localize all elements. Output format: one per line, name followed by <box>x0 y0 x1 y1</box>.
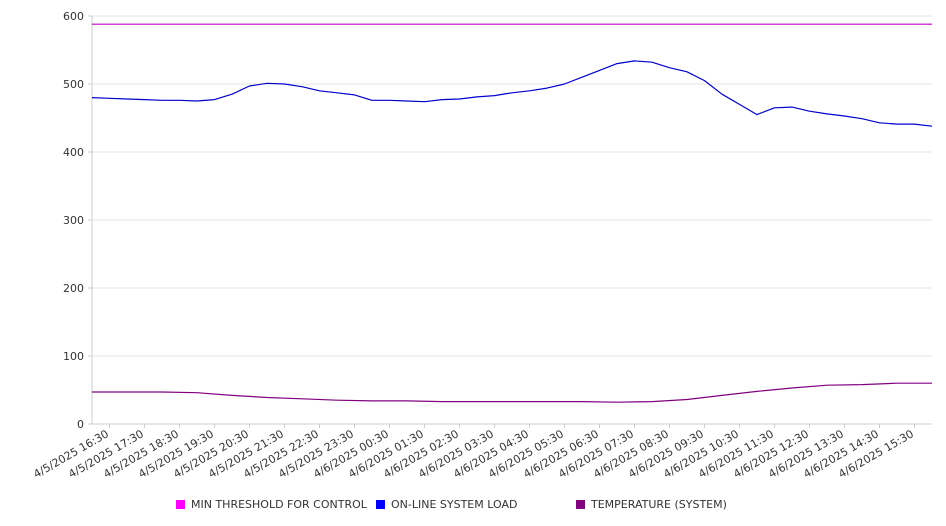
grid-lines <box>92 15 932 357</box>
y-tick-label: 100 <box>63 350 84 363</box>
y-tick-label: 0 <box>77 418 84 431</box>
legend-item-min-threshold: MIN THRESHOLD FOR CONTROL <box>176 498 367 511</box>
y-tick-labels: 0 100 200 300 400 500 600 <box>63 10 92 431</box>
y-tick-label: 200 <box>63 282 84 295</box>
series-line-temperature <box>92 382 932 403</box>
legend-item-system-load: ON-LINE SYSTEM LOAD <box>376 498 517 511</box>
y-tick-label: 600 <box>63 10 84 23</box>
y-tick-label: 300 <box>63 214 84 227</box>
legend-swatch-min-threshold <box>176 500 185 509</box>
legend-item-temperature: TEMPERATURE (SYSTEM) <box>576 498 727 511</box>
legend-swatch-temperature <box>576 500 585 509</box>
y-tick-label: 400 <box>63 146 84 159</box>
legend-label-system-load: ON-LINE SYSTEM LOAD <box>391 498 518 511</box>
legend-label-temperature: TEMPERATURE (SYSTEM) <box>591 498 727 511</box>
x-tick-labels: 4/5/2025 16:304/5/2025 17:304/5/2025 18:… <box>31 424 916 481</box>
series-lines <box>91 23 933 403</box>
series-line-system-load <box>91 60 933 127</box>
y-tick-label: 500 <box>63 78 84 91</box>
chart-legend: MIN THRESHOLD FOR CONTROL ON-LINE SYSTEM… <box>0 498 946 514</box>
legend-swatch-system-load <box>376 500 385 509</box>
legend-label-min-threshold: MIN THRESHOLD FOR CONTROL <box>191 498 367 511</box>
